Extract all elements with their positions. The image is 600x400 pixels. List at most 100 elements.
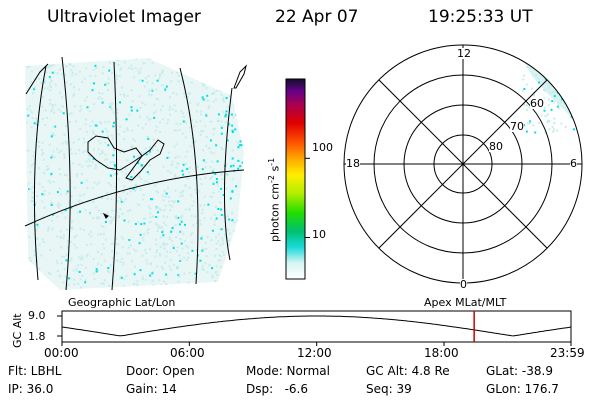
emission-pixel: [228, 218, 231, 221]
emission-pixel: [51, 108, 54, 111]
emission-pixel: [220, 237, 223, 240]
emission-pixel: [66, 246, 69, 249]
polar-emission-pixel: [547, 83, 550, 86]
emission-pixel: [175, 250, 178, 253]
emission-pixel: [184, 208, 187, 211]
polar-emission-pixel: [528, 122, 531, 125]
emission-pixel: [123, 289, 126, 290]
emission-pixel: [60, 110, 62, 113]
emission-pixel: [78, 271, 81, 273]
emission-pixel: [155, 58, 158, 61]
emission-pixel: [171, 71, 174, 74]
emission-pixel: [27, 287, 30, 290]
emission-pixel: [65, 253, 68, 256]
emission-pixel: [239, 140, 242, 143]
emission-pixel: [220, 187, 223, 190]
emission-pixel: [154, 238, 157, 241]
emission-pixel: [97, 139, 100, 142]
emission-pixel: [173, 104, 176, 107]
colorbar: [285, 78, 310, 280]
emission-pixel: [236, 263, 239, 266]
emission-pixel: [59, 236, 62, 239]
emission-pixel: [212, 170, 214, 173]
polar-emission-pixel: [547, 104, 550, 107]
emission-pixel: [123, 130, 126, 133]
emission-pixel: [95, 270, 98, 273]
emission-pixel: [128, 252, 131, 255]
emission-pixel: [218, 89, 221, 92]
polar-emission-pixel: [558, 73, 560, 76]
emission-pixel: [59, 150, 62, 153]
emission-pixel: [156, 230, 159, 232]
emission-pixel: [175, 215, 178, 218]
emission-pixel: [199, 178, 202, 180]
emission-pixel: [100, 197, 103, 200]
emission-pixel: [168, 108, 171, 111]
emission-pixel: [151, 82, 154, 85]
emission-pixel: [64, 174, 66, 176]
emission-pixel: [131, 145, 134, 148]
emission-pixel: [195, 110, 198, 113]
emission-pixel: [176, 58, 179, 59]
emission-pixel: [161, 59, 164, 62]
polar-emission-pixel: [526, 122, 529, 125]
emission-pixel: [59, 173, 62, 176]
emission-pixel: [89, 60, 91, 63]
emission-pixel: [184, 121, 187, 124]
emission-pixel: [165, 192, 168, 195]
emission-pixel: [36, 237, 39, 240]
emission-pixel: [140, 164, 143, 167]
gc-xtick-label-1800: 18:00: [424, 346, 459, 360]
emission-pixel: [224, 258, 227, 261]
emission-pixel: [222, 239, 224, 242]
emission-pixel: [69, 63, 72, 66]
emission-pixel: [245, 125, 247, 127]
emission-pixel: [89, 164, 92, 167]
emission-pixel: [102, 282, 105, 285]
emission-pixel: [100, 212, 103, 215]
emission-pixel: [203, 195, 206, 198]
emission-pixel: [148, 205, 151, 208]
emission-pixel: [159, 75, 161, 78]
emission-pixel: [188, 171, 191, 174]
emission-pixel: [170, 268, 173, 271]
polar-emission-pixel: [547, 87, 550, 90]
emission-pixel: [161, 104, 164, 107]
emission-pixel: [177, 74, 180, 77]
emission-pixel: [117, 178, 120, 181]
emission-pixel: [157, 226, 160, 229]
emission-pixel: [191, 141, 194, 144]
emission-pixel: [53, 156, 56, 159]
emission-pixel: [85, 255, 88, 258]
emission-pixel: [200, 183, 203, 185]
emission-pixel: [184, 73, 187, 75]
polar-emission-pixel: [549, 79, 552, 82]
emission-pixel: [207, 66, 210, 68]
emission-pixel: [176, 71, 179, 74]
emission-pixel: [217, 113, 220, 116]
emission-pixel: [231, 157, 234, 160]
polar-emission-pixel: [529, 120, 532, 123]
emission-pixel: [106, 130, 109, 133]
emission-pixel: [152, 271, 154, 274]
emission-pixel: [212, 182, 215, 185]
emission-pixel: [171, 200, 174, 203]
emission-pixel: [137, 162, 140, 165]
emission-pixel: [127, 220, 130, 223]
emission-pixel: [159, 73, 162, 76]
emission-pixel: [70, 257, 73, 260]
emission-pixel: [211, 160, 214, 163]
emission-pixel: [201, 212, 204, 215]
emission-pixel: [92, 69, 95, 71]
emission-pixel: [139, 106, 142, 109]
emission-pixel: [88, 160, 91, 163]
emission-pixel: [80, 181, 83, 184]
emission-pixel: [71, 226, 74, 229]
emission-pixel: [236, 62, 238, 64]
emission-pixel: [122, 261, 125, 264]
polar-emission-pixel: [577, 67, 580, 70]
emission-pixel: [50, 65, 53, 67]
emission-pixel: [114, 62, 117, 65]
polar-emission-pixel: [559, 90, 561, 93]
emission-pixel: [174, 215, 177, 218]
